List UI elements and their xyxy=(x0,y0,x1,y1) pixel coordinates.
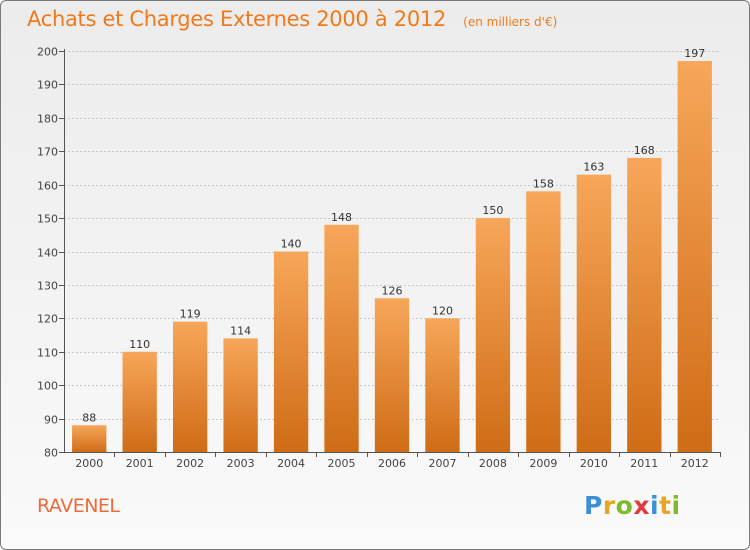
y-tick-label: 180 xyxy=(37,113,58,126)
bar-2011 xyxy=(627,157,662,452)
x-tick-label-2004: 2004 xyxy=(277,457,305,470)
y-tick-label: 150 xyxy=(37,213,58,226)
bar-2001 xyxy=(122,351,157,452)
data-label-2000: 88 xyxy=(82,411,96,424)
y-tick-label: 200 xyxy=(37,46,58,59)
data-label-2012: 197 xyxy=(684,47,705,60)
x-tick-label-2001: 2001 xyxy=(126,457,154,470)
x-tick-label-2008: 2008 xyxy=(479,457,507,470)
title-row: Achats et Charges Externes 2000 à 2012 (… xyxy=(27,7,557,31)
y-tick-label: 160 xyxy=(37,180,58,193)
bar-2010 xyxy=(576,174,612,452)
y-tick-label: 190 xyxy=(37,79,58,92)
data-label-2004: 140 xyxy=(281,238,302,251)
chart-title: Achats et Charges Externes 2000 à 2012 xyxy=(27,7,447,31)
x-tick-label-2007: 2007 xyxy=(428,457,456,470)
data-label-2007: 120 xyxy=(432,304,453,317)
data-label-2005: 148 xyxy=(331,211,352,224)
x-tick-label-2012: 2012 xyxy=(681,457,709,470)
chart-unit: (en milliers d'€) xyxy=(463,15,558,29)
y-tick-label: 170 xyxy=(37,146,58,159)
bar-2012 xyxy=(677,61,712,453)
data-labels: 88 110 119 114 140 148 126 120 150 158 163 168 197 xyxy=(82,47,705,424)
logo-letter: o xyxy=(615,491,634,520)
axes: 80 90 100 110 120 130 140 150 160 170 180 190 200 200… xyxy=(37,46,721,470)
logo-letter: t xyxy=(659,491,672,520)
logo-letter: P xyxy=(584,491,603,520)
y-tick-label: 90 xyxy=(44,414,58,427)
y-tick-label: 140 xyxy=(37,247,58,260)
data-label-2009: 158 xyxy=(533,177,554,190)
bar-2008 xyxy=(475,218,511,452)
x-tick-label-2005: 2005 xyxy=(328,457,356,470)
bar-2004 xyxy=(273,251,309,452)
bar-2006 xyxy=(374,298,410,452)
y-tick-label: 120 xyxy=(37,313,58,326)
data-label-2003: 114 xyxy=(230,324,251,337)
data-label-2002: 119 xyxy=(180,308,201,321)
bars xyxy=(72,61,712,453)
logo-letter: r xyxy=(602,491,616,520)
x-tick-label-2003: 2003 xyxy=(227,457,255,470)
x-tick-label-2006: 2006 xyxy=(378,457,406,470)
y-tick-label: 130 xyxy=(37,280,58,293)
logo-letter: i xyxy=(650,491,660,520)
bar-2009 xyxy=(526,191,561,452)
bar-2005 xyxy=(324,224,359,452)
y-tick-label: 80 xyxy=(44,447,58,460)
x-tick-label-2010: 2010 xyxy=(580,457,608,470)
logo-letter: x xyxy=(633,491,650,520)
data-label-2008: 150 xyxy=(482,204,503,217)
data-label-2001: 110 xyxy=(129,338,150,351)
y-tick-label: 100 xyxy=(37,380,58,393)
x-tick-label-2009: 2009 xyxy=(529,457,557,470)
bar-2002 xyxy=(172,321,208,452)
x-tick-label-2002: 2002 xyxy=(176,457,204,470)
data-label-2011: 168 xyxy=(634,144,655,157)
logo-letter: i xyxy=(671,491,681,520)
x-tick-label-2011: 2011 xyxy=(630,457,658,470)
proxiti-logo: Proxiti xyxy=(584,491,681,520)
commune-name: RAVENEL xyxy=(37,495,120,517)
bar-2000 xyxy=(72,425,107,452)
bar-2007 xyxy=(425,318,460,452)
data-label-2006: 126 xyxy=(382,284,403,297)
data-label-2010: 163 xyxy=(583,161,604,174)
x-tick-label-2000: 2000 xyxy=(75,457,103,470)
bar-2003 xyxy=(223,338,258,452)
y-tick-label: 110 xyxy=(37,347,58,360)
